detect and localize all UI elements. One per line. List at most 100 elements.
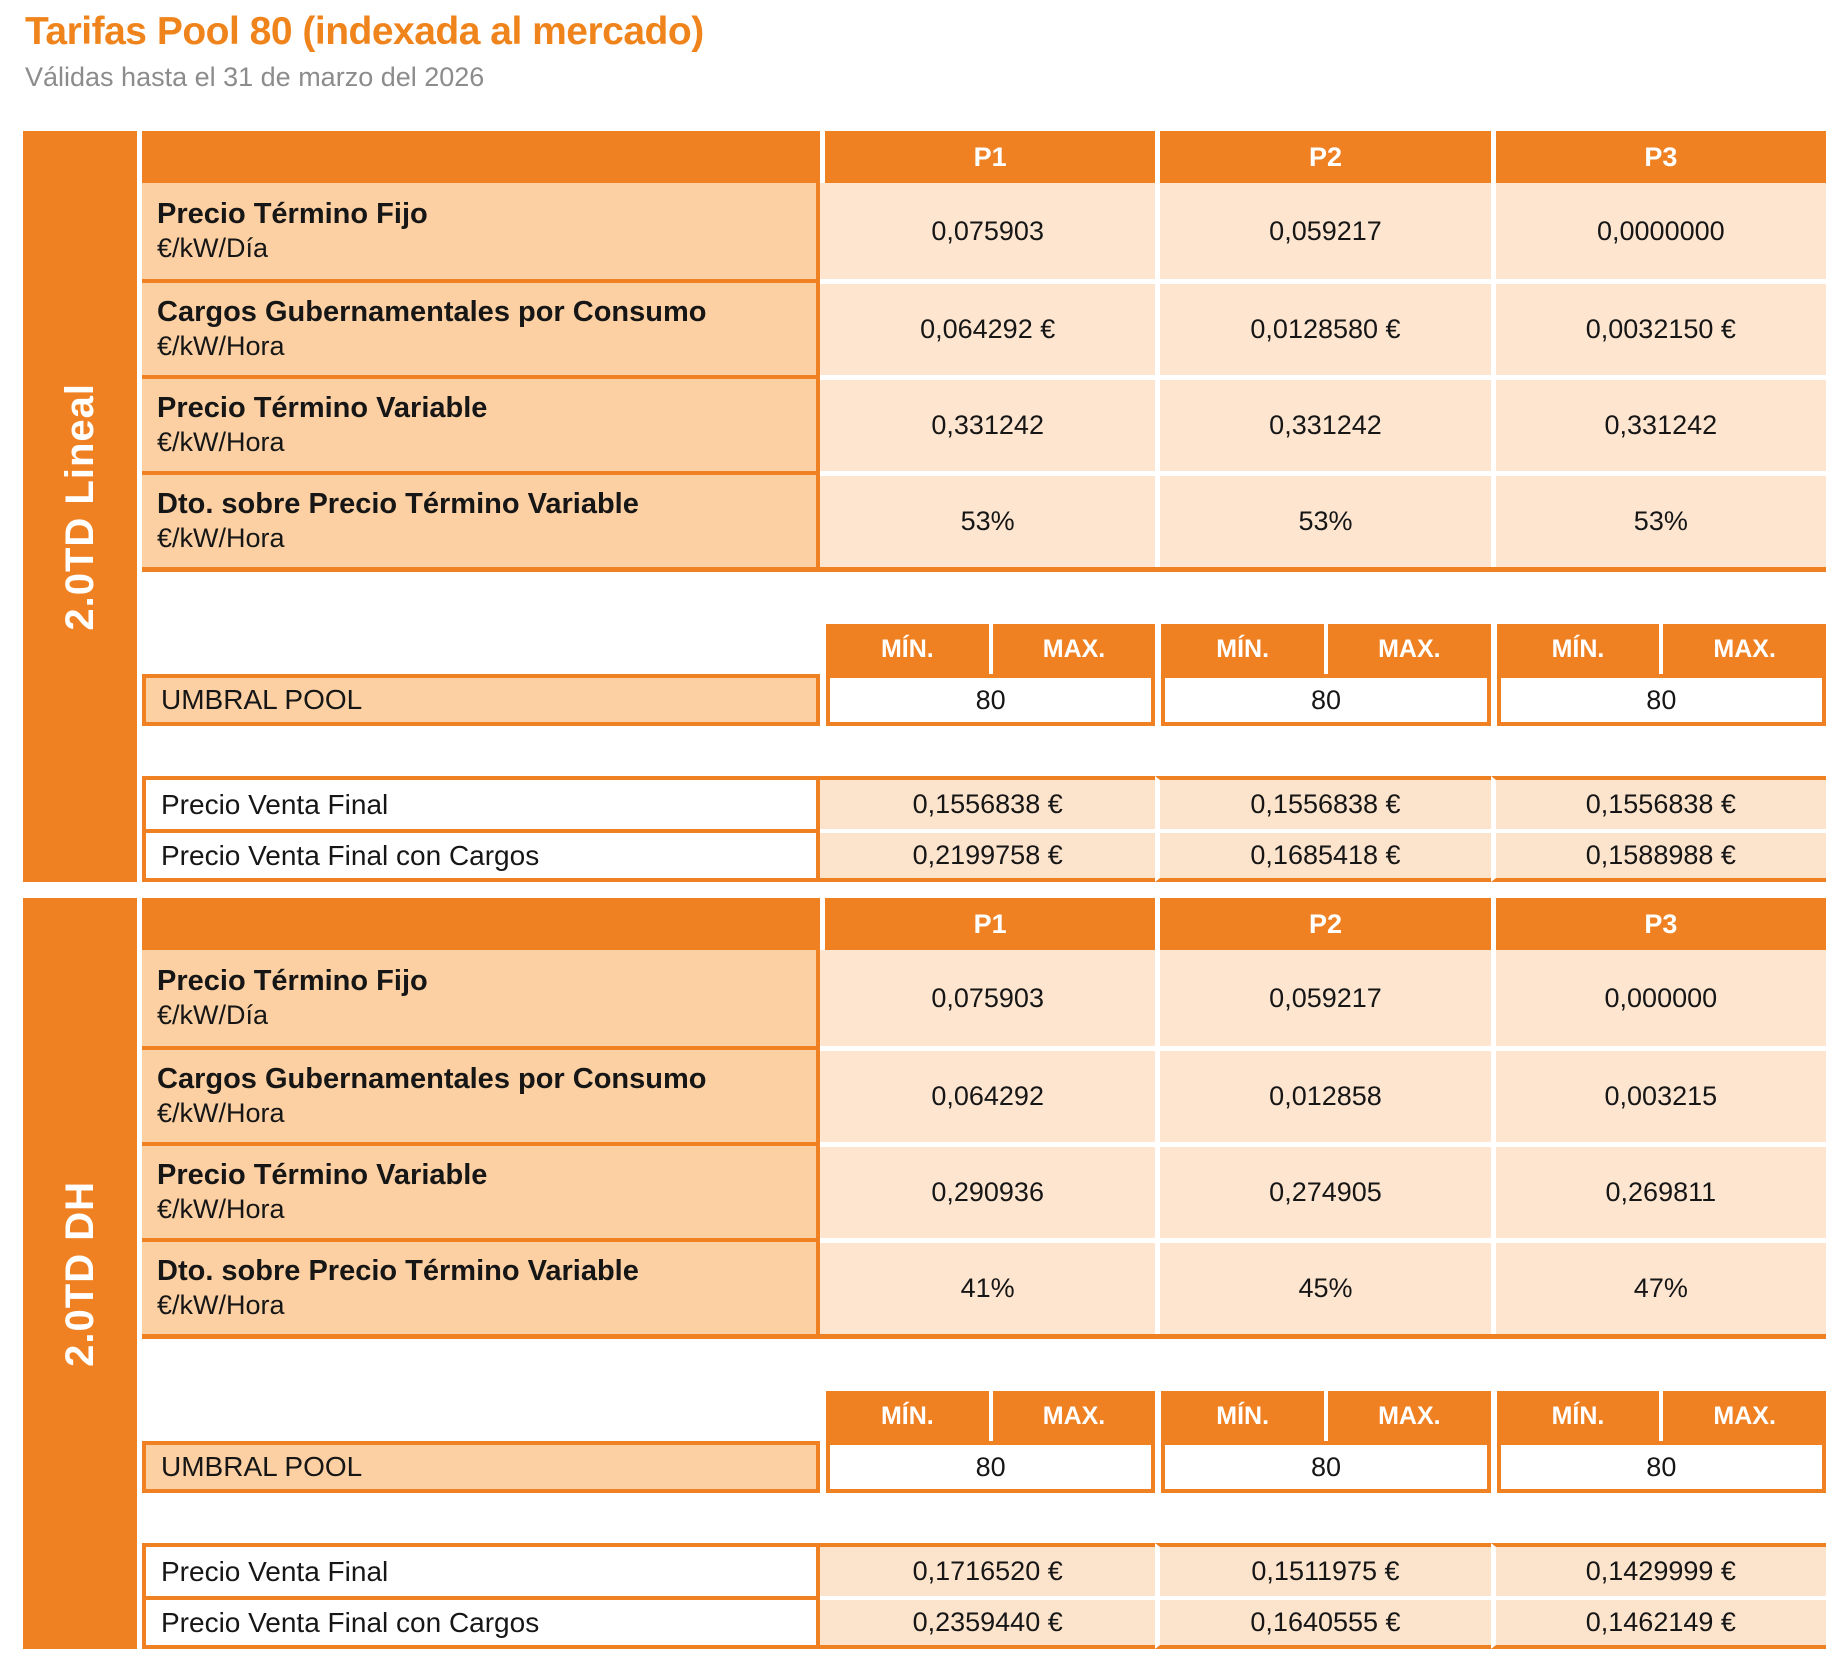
- spacer: [142, 1493, 1826, 1543]
- value-cell: 0,012858: [1155, 1046, 1491, 1142]
- value-cell: 0,331242: [1155, 375, 1491, 471]
- section-table: P1 P2 P3 Precio Término Fijo €/kW/Día 0,0…: [142, 131, 1826, 882]
- umbral-pool-label: UMBRAL POOL: [142, 674, 820, 726]
- row-label: Dto. sobre Precio Término Variable €/kW/H…: [142, 1238, 820, 1334]
- value-cell: 0,269811: [1490, 1142, 1826, 1238]
- row-label: Precio Término Fijo €/kW/Día: [142, 950, 820, 1046]
- pvf-value: 0,1556838 €: [1155, 776, 1491, 829]
- max-header: MAX.: [1324, 624, 1491, 674]
- minmax-header-group: MÍN. MAX.: [820, 624, 1156, 674]
- pvfc-value: 0,1462149 €: [1490, 1596, 1826, 1649]
- row-label-unit: €/kW/Hora: [157, 427, 285, 458]
- minmax-spacer: [142, 1391, 820, 1441]
- pvfc-label: Precio Venta Final con Cargos: [142, 1596, 820, 1649]
- row-label-name: Cargos Gubernamentales por Consumo: [157, 296, 707, 328]
- row-label: Cargos Gubernamentales por Consumo €/kW/H…: [142, 279, 820, 375]
- price-table: P1 P2 P3 Precio Término Fijo €/kW/Día 0,0…: [142, 131, 1826, 572]
- row-label-name: Precio Término Fijo: [157, 198, 428, 230]
- page-title: Tarifas Pool 80 (indexada al mercado): [25, 10, 704, 53]
- row-label: Dto. sobre Precio Término Variable €/kW/H…: [142, 471, 820, 567]
- value-cell: 0,331242: [820, 375, 1156, 471]
- value-cell: 53%: [1490, 471, 1826, 567]
- pvf-value: 0,1716520 €: [820, 1543, 1156, 1596]
- pvfc-value: 0,2359440 €: [820, 1596, 1156, 1649]
- row-label-name: Precio Término Fijo: [157, 965, 428, 997]
- row-label-unit: €/kW/Hora: [157, 523, 285, 554]
- value-cell: 0,274905: [1155, 1142, 1491, 1238]
- spacer: [142, 726, 1826, 776]
- header-spacer: [142, 898, 820, 950]
- value-cell: 0,290936: [820, 1142, 1156, 1238]
- minmax-header-group: MÍN. MAX.: [820, 1391, 1156, 1441]
- value-cell: 0,064292: [820, 1046, 1156, 1142]
- umbral-pool-label: UMBRAL POOL: [142, 1441, 820, 1493]
- min-header: MÍN.: [826, 624, 989, 674]
- section-sidebar: 2.0TD DH: [23, 898, 137, 1649]
- row-label-name: Precio Término Variable: [157, 392, 488, 424]
- value-cell: 0,075903: [820, 950, 1156, 1046]
- period-header-p2: P2: [1155, 898, 1491, 950]
- spacer: [142, 1339, 1826, 1391]
- pvfc-value: 0,1588988 €: [1490, 829, 1826, 882]
- pvf-label: Precio Venta Final: [142, 776, 820, 829]
- umbral-value: 80: [1496, 1441, 1826, 1493]
- row-label-name: Dto. sobre Precio Término Variable: [157, 1255, 639, 1287]
- period-header-p3: P3: [1490, 131, 1826, 183]
- umbral-value-cell: 80: [820, 674, 1156, 726]
- umbral-table: MÍN. MAX. MÍN. MAX. MÍN. MAX. UMBRAL POOL 8…: [142, 1391, 1826, 1493]
- section-20td-dh: 2.0TD DH P1 P2 P3 Precio Término Fijo €/k…: [23, 898, 1826, 1649]
- value-cell: 53%: [820, 471, 1156, 567]
- row-label-unit: €/kW/Hora: [157, 331, 285, 362]
- section-20td-lineal: 2.0TD Lineal P1 P2 P3 Precio Término Fij…: [23, 131, 1826, 882]
- value-cell: 0,064292 €: [820, 279, 1156, 375]
- umbral-value: 80: [1496, 674, 1826, 726]
- pvfc-value: 0,1640555 €: [1155, 1596, 1491, 1649]
- pvf-value: 0,1556838 €: [1490, 776, 1826, 829]
- section-table: P1 P2 P3 Precio Término Fijo €/kW/Día 0,0…: [142, 898, 1826, 1649]
- row-label-name: Cargos Gubernamentales por Consumo: [157, 1063, 707, 1095]
- row-label-unit: €/kW/Hora: [157, 1194, 285, 1225]
- umbral-value-cell: 80: [1490, 674, 1826, 726]
- min-header: MÍN.: [1496, 1391, 1660, 1441]
- value-cell: 45%: [1155, 1238, 1491, 1334]
- pvf-value: 0,1511975 €: [1155, 1543, 1491, 1596]
- pvf-label: Precio Venta Final: [142, 1543, 820, 1596]
- period-header-p1: P1: [820, 131, 1156, 183]
- row-label-unit: €/kW/Hora: [157, 1290, 285, 1321]
- period-header-p3: P3: [1490, 898, 1826, 950]
- umbral-value: 80: [826, 1441, 1156, 1493]
- period-header-p2: P2: [1155, 131, 1491, 183]
- value-cell: 41%: [820, 1238, 1156, 1334]
- umbral-value-cell: 80: [1155, 1441, 1491, 1493]
- row-label-unit: €/kW/Hora: [157, 1098, 285, 1129]
- row-label: Precio Término Variable €/kW/Hora: [142, 375, 820, 471]
- value-cell: 0,000000: [1490, 950, 1826, 1046]
- value-cell: 0,075903: [820, 183, 1156, 279]
- value-cell: 0,0128580 €: [1155, 279, 1491, 375]
- max-header: MAX.: [1324, 1391, 1491, 1441]
- pvfc-value: 0,2199758 €: [820, 829, 1156, 882]
- section-sidebar: 2.0TD Lineal: [23, 131, 137, 882]
- value-cell: 0,059217: [1155, 183, 1491, 279]
- pvfc-label: Precio Venta Final con Cargos: [142, 829, 820, 882]
- value-cell: 0,331242: [1490, 375, 1826, 471]
- final-price-table: Precio Venta Final 0,1716520 € 0,1511975…: [142, 1543, 1826, 1649]
- period-header-p1: P1: [820, 898, 1156, 950]
- minmax-header-group: MÍN. MAX.: [1155, 1391, 1491, 1441]
- min-header: MÍN.: [1496, 624, 1660, 674]
- final-price-table: Precio Venta Final 0,1556838 € 0,1556838…: [142, 776, 1826, 882]
- min-header: MÍN.: [1161, 624, 1324, 674]
- umbral-value-cell: 80: [1490, 1441, 1826, 1493]
- row-label-name: Precio Término Variable: [157, 1159, 488, 1191]
- pvfc-value: 0,1685418 €: [1155, 829, 1491, 882]
- umbral-value-cell: 80: [820, 1441, 1156, 1493]
- value-cell: 0,059217: [1155, 950, 1491, 1046]
- max-header: MAX.: [988, 1391, 1156, 1441]
- value-cell: 0,0032150 €: [1490, 279, 1826, 375]
- min-header: MÍN.: [1161, 1391, 1324, 1441]
- minmax-header-group: MÍN. MAX.: [1155, 624, 1491, 674]
- minmax-header-group: MÍN. MAX.: [1490, 1391, 1826, 1441]
- max-header: MAX.: [1659, 1391, 1826, 1441]
- price-table: P1 P2 P3 Precio Término Fijo €/kW/Día 0,0…: [142, 898, 1826, 1339]
